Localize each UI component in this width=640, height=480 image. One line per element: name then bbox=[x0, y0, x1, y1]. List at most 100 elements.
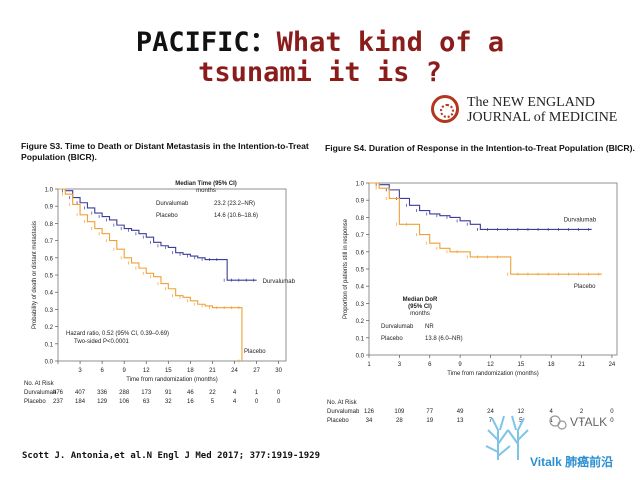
slide-title-part2: What kind of a bbox=[276, 27, 505, 58]
x-tick-label: 1 bbox=[367, 362, 371, 368]
risk-table-cell: 2 bbox=[580, 409, 584, 415]
risk-table-row-name: Placebo bbox=[327, 418, 349, 424]
risk-table-cell: 0 bbox=[610, 409, 614, 415]
risk-table-cell: 49 bbox=[457, 409, 464, 415]
x-tick-label: 9 bbox=[123, 368, 127, 374]
y-tick-label: 0.3 bbox=[356, 302, 365, 308]
risk-table-cell: 407 bbox=[75, 390, 86, 396]
y-axis-label: Proportion of patients still in response bbox=[343, 218, 349, 319]
risk-table-cell: 0 bbox=[277, 390, 281, 396]
x-tick-label: 15 bbox=[517, 362, 524, 368]
risk-table-row-name: Durvalumab bbox=[327, 409, 360, 415]
risk-table-cell: 7 bbox=[489, 418, 493, 424]
y-tick-label: 0.1 bbox=[356, 336, 365, 342]
risk-table-row-name: Placebo bbox=[24, 399, 46, 405]
y-tick-label: 0.2 bbox=[356, 319, 365, 325]
risk-table-cell: 32 bbox=[165, 399, 172, 405]
risk-table-cell: 91 bbox=[165, 390, 172, 396]
x-tick-label: 12 bbox=[487, 362, 494, 368]
x-tick-label: 12 bbox=[143, 368, 150, 374]
x-tick-label: 18 bbox=[187, 368, 194, 374]
x-tick-label: 9 bbox=[458, 362, 462, 368]
chat-icon bbox=[549, 415, 567, 430]
risk-table-header: No. At Risk bbox=[327, 400, 358, 406]
risk-table-cell: 4 bbox=[233, 390, 237, 396]
y-tick-label: 0.5 bbox=[356, 268, 365, 274]
legend-header: Median DoR bbox=[403, 297, 438, 303]
risk-table-cell: 19 bbox=[426, 418, 433, 424]
legend-row-name: Durvalumab bbox=[156, 201, 189, 207]
km-curve-durvalumab bbox=[369, 182, 592, 230]
x-axis-label: Time from randomization (months) bbox=[447, 371, 538, 377]
risk-table-cell: 34 bbox=[366, 418, 373, 424]
nejm-logo-line2: JOURNAL of MEDICINE bbox=[467, 110, 618, 125]
risk-table-cell: 4 bbox=[550, 409, 554, 415]
vitalk-logo: VTALK Vitalk 肺癌前沿 bbox=[485, 415, 613, 469]
y-tick-label: 0.9 bbox=[356, 199, 365, 205]
y-axis-label: Probability of death or distant metastas… bbox=[32, 221, 38, 329]
x-tick-label: 24 bbox=[231, 368, 238, 374]
y-tick-label: 0.8 bbox=[45, 222, 54, 228]
legend-header: (95% CI) bbox=[408, 304, 432, 310]
risk-table-cell: 0 bbox=[610, 418, 614, 424]
x-axis-label: Time from randomization (months) bbox=[126, 377, 217, 383]
series-label-placebo: Placebo bbox=[244, 349, 266, 355]
risk-table-cell: 0 bbox=[255, 399, 259, 405]
y-tick-label: 1.0 bbox=[356, 182, 365, 188]
y-tick-label: 0.8 bbox=[356, 216, 365, 222]
risk-table-cell: 288 bbox=[119, 390, 130, 396]
risk-table-cell: 1 bbox=[580, 418, 584, 424]
annotation-text: Hazard ratio, 0.52 (95% CI, 0.39–0.69) bbox=[66, 331, 169, 337]
y-tick-label: 0.4 bbox=[356, 285, 365, 291]
risk-table-cell: 184 bbox=[75, 399, 86, 405]
x-tick-label: 27 bbox=[253, 368, 260, 374]
y-tick-label: 1.0 bbox=[45, 188, 54, 194]
risk-table-cell: 336 bbox=[97, 390, 108, 396]
risk-table-cell: 22 bbox=[209, 390, 216, 396]
risk-table-row-name: Durvalumab bbox=[24, 390, 57, 396]
risk-table-cell: 5 bbox=[519, 418, 523, 424]
slide-title-part1: PACIFIC： bbox=[135, 27, 277, 58]
risk-table-cell: 1 bbox=[550, 418, 554, 424]
legend-row-value: 13.8 (6.0–NR) bbox=[425, 336, 463, 342]
series-label-durvalumab: Durvalumab bbox=[263, 279, 296, 285]
legend-row-value: 23.2 (23.2–NR) bbox=[214, 201, 255, 207]
risk-table-cell: 46 bbox=[187, 390, 194, 396]
y-tick-label: 0.3 bbox=[45, 308, 54, 314]
legend-row-name: Placebo bbox=[156, 213, 178, 219]
risk-table-cell: 476 bbox=[53, 390, 64, 396]
nejm-logo-line1: The NEW ENGLAND bbox=[467, 95, 596, 110]
risk-table-cell: 28 bbox=[396, 418, 403, 424]
y-tick-label: 0.1 bbox=[45, 342, 54, 348]
x-tick-label: 21 bbox=[578, 362, 585, 368]
x-tick-label: 18 bbox=[548, 362, 555, 368]
risk-table-cell: 4 bbox=[233, 399, 237, 405]
x-tick-label: 30 bbox=[275, 368, 282, 374]
figure-s3-title: Figure S3. Time to Death or Distant Meta… bbox=[21, 141, 309, 162]
figure-s4-title: Figure S4. Duration of Response in the I… bbox=[325, 143, 635, 153]
vitalk-brand-name: Vitalk 肺癌前沿 bbox=[530, 454, 613, 469]
risk-table-cell: 237 bbox=[53, 399, 64, 405]
y-tick-label: 0.2 bbox=[45, 325, 54, 331]
risk-table-cell: 129 bbox=[97, 399, 108, 405]
citation: Scott J. Antonia,et al.N Engl J Med 2017… bbox=[22, 451, 321, 461]
vtalk-badge: VTALK bbox=[570, 415, 607, 429]
y-tick-label: 0.0 bbox=[356, 354, 365, 360]
y-tick-label: 0.7 bbox=[45, 239, 54, 245]
risk-table-cell: 24 bbox=[487, 409, 494, 415]
y-tick-label: 0.0 bbox=[45, 360, 54, 366]
km-chart-time-to-metastasis: 0.00.10.20.30.40.50.60.70.80.91.03 6 9 12 15… bbox=[24, 181, 296, 405]
risk-table-cell: 0 bbox=[277, 399, 281, 405]
km-curve-placebo bbox=[369, 182, 602, 275]
legend-row-value: 14.6 (10.6–18.6) bbox=[214, 213, 258, 219]
legend-header: months bbox=[410, 311, 430, 317]
risk-table-cell: 173 bbox=[141, 390, 152, 396]
y-tick-label: 0.4 bbox=[45, 291, 54, 297]
risk-table-cell: 106 bbox=[119, 399, 130, 405]
risk-table-cell: 1 bbox=[255, 390, 259, 396]
x-tick-label: 6 bbox=[100, 368, 104, 374]
km-chart-duration-of-response: 0.00.10.20.30.40.50.60.70.80.91.01 3 6 9 12 1… bbox=[327, 182, 618, 424]
legend-header: months bbox=[196, 188, 216, 194]
slide-title-line2: tsunami it is ? bbox=[0, 58, 640, 88]
risk-table-cell: 126 bbox=[364, 409, 375, 415]
